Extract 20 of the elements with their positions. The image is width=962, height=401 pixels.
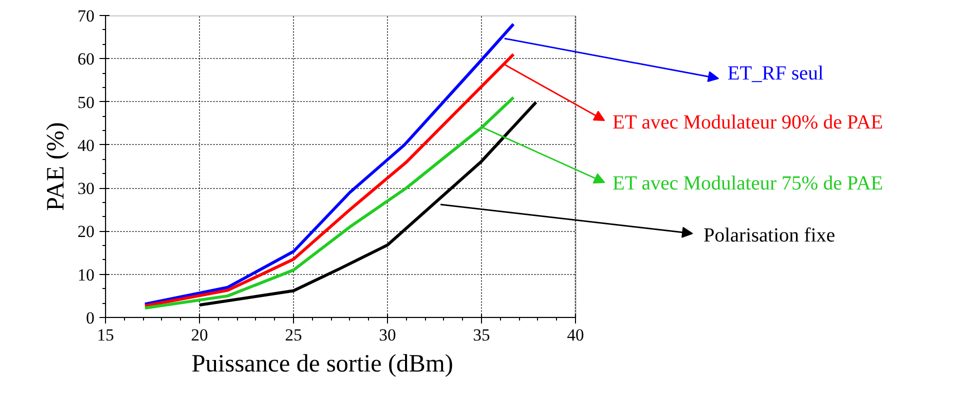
x-tick-label: 25 — [285, 326, 302, 344]
x-tick-label: 20 — [191, 326, 208, 344]
y-tick-label: 30 — [78, 179, 94, 198]
y-tick-label: 10 — [78, 265, 94, 284]
legend-label: Polarisation fixe — [704, 224, 836, 246]
x-tick-label: 15 — [97, 326, 114, 344]
x-axis-title: Puissance de sortie (dBm) — [192, 350, 454, 378]
y-tick-label: 70 — [78, 6, 94, 26]
y-tick-label: 60 — [78, 50, 94, 69]
y-tick-label: 40 — [78, 136, 94, 155]
y-tick-label: 20 — [78, 222, 94, 242]
y-tick-label: 0 — [86, 308, 94, 328]
legend-label: ET avec Modulateur 90% de PAE — [612, 112, 883, 134]
legend-label: ET avec Modulateur 75% de PAE — [612, 172, 883, 194]
legend-label: ET_RF seul — [728, 62, 824, 84]
x-tick-label: 35 — [473, 326, 490, 344]
y-tick-label: 50 — [78, 92, 94, 112]
x-tick-label: 40 — [567, 326, 584, 344]
x-tick-label: 30 — [379, 326, 396, 344]
y-axis-title: PAE (%) — [42, 122, 70, 211]
